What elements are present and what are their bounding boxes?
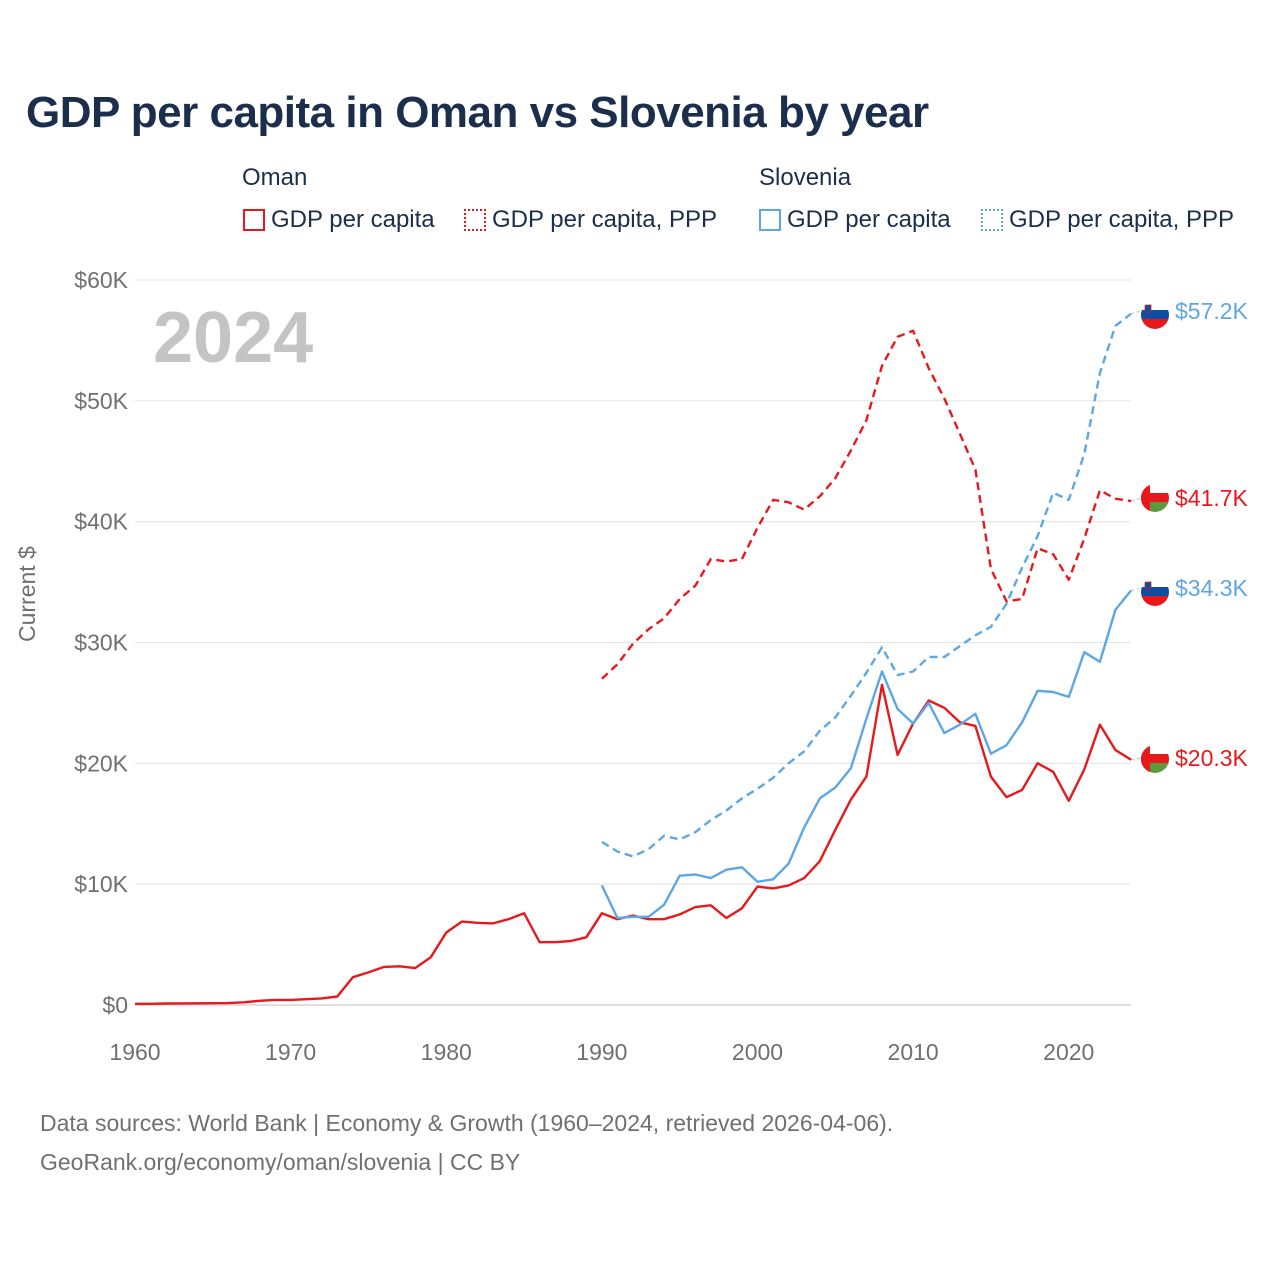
x-tick-label: 2020: [1043, 1039, 1094, 1065]
x-tick-label: 1970: [265, 1039, 316, 1065]
end-leader-line: [1130, 310, 1142, 315]
legend-item-slovenia-gdp-ppp[interactable]: GDP per capita, PPP: [981, 205, 1234, 235]
x-tick-label: 1960: [109, 1039, 160, 1065]
legend-item-label: GDP per capita, PPP: [1009, 206, 1234, 233]
end-leader-line: [1130, 757, 1142, 761]
slovenia-flag-icon: [1141, 578, 1169, 606]
year-watermark: 2024: [153, 298, 313, 378]
source-line-2[interactable]: GeoRank.org/economy/oman/slovenia | CC B…: [40, 1149, 521, 1175]
dotted-line-swatch-icon: [464, 209, 486, 231]
legend-item-label: GDP per capita, PPP: [492, 206, 717, 233]
dotted-line-swatch-icon: [981, 209, 1003, 231]
solid-line-swatch-icon: [759, 209, 781, 231]
x-tick-label: 2000: [732, 1039, 783, 1065]
oman-flag-icon: [1141, 484, 1169, 512]
y-tick-label: $60K: [74, 267, 128, 293]
y-tick-label: $10K: [74, 871, 128, 897]
legend-item-slovenia-gdp[interactable]: GDP per capita: [759, 205, 951, 235]
y-tick-label: $0: [102, 992, 128, 1018]
chart-title: GDP per capita in Oman vs Slovenia by ye…: [26, 88, 929, 137]
y-tick-label: $50K: [74, 388, 128, 414]
x-tick-label: 2010: [888, 1039, 939, 1065]
x-tick-label: 1990: [576, 1039, 627, 1065]
legend-item-oman-gdp[interactable]: GDP per capita: [243, 205, 435, 235]
end-label-oman-gdp-ppp: $41.7K: [1175, 485, 1249, 511]
y-tick-label: $40K: [74, 509, 128, 535]
end-leader-line: [1130, 587, 1142, 592]
legend-item-label: GDP per capita: [271, 206, 435, 233]
end-label-oman-gdp: $20.3K: [1175, 745, 1249, 771]
series-line-slovenia-gdp-per-capita[interactable]: [600, 589, 1132, 920]
y-tick-label: $30K: [74, 630, 128, 656]
end-leader-line: [1130, 497, 1142, 502]
series-line-oman-gdp-per-capita-ppp[interactable]: [601, 329, 1132, 680]
slovenia-flag-icon: [1141, 301, 1169, 329]
x-tick-label: 1980: [421, 1039, 472, 1065]
end-label-slovenia-gdp-ppp: $57.2K: [1175, 298, 1249, 324]
legend-item-label: GDP per capita: [787, 206, 951, 233]
legend-group-slovenia: Slovenia: [759, 164, 852, 191]
oman-flag-icon: [1141, 745, 1169, 773]
legend-item-oman-gdp-ppp[interactable]: GDP per capita, PPP: [464, 205, 717, 235]
y-tick-label: $20K: [74, 750, 128, 776]
legend-group-oman: Oman: [242, 164, 308, 191]
series-line-slovenia-gdp-per-capita-ppp[interactable]: [601, 312, 1132, 858]
source-line-1: Data sources: World Bank | Economy & Gro…: [40, 1110, 894, 1136]
end-label-slovenia-gdp: $34.3K: [1175, 575, 1249, 601]
solid-line-swatch-icon: [243, 209, 265, 231]
